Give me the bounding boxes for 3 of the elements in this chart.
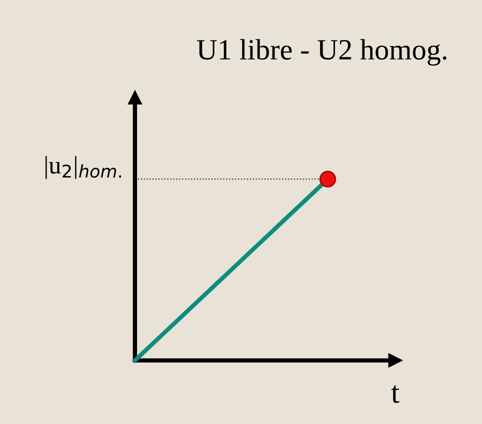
- ref-line-label: |u$_{2}$|$_{hom.}$: [46, 156, 121, 179]
- chart-title: U1 libre - U2 homog.: [196, 39, 446, 66]
- x-axis-title: t: [391, 385, 400, 403]
